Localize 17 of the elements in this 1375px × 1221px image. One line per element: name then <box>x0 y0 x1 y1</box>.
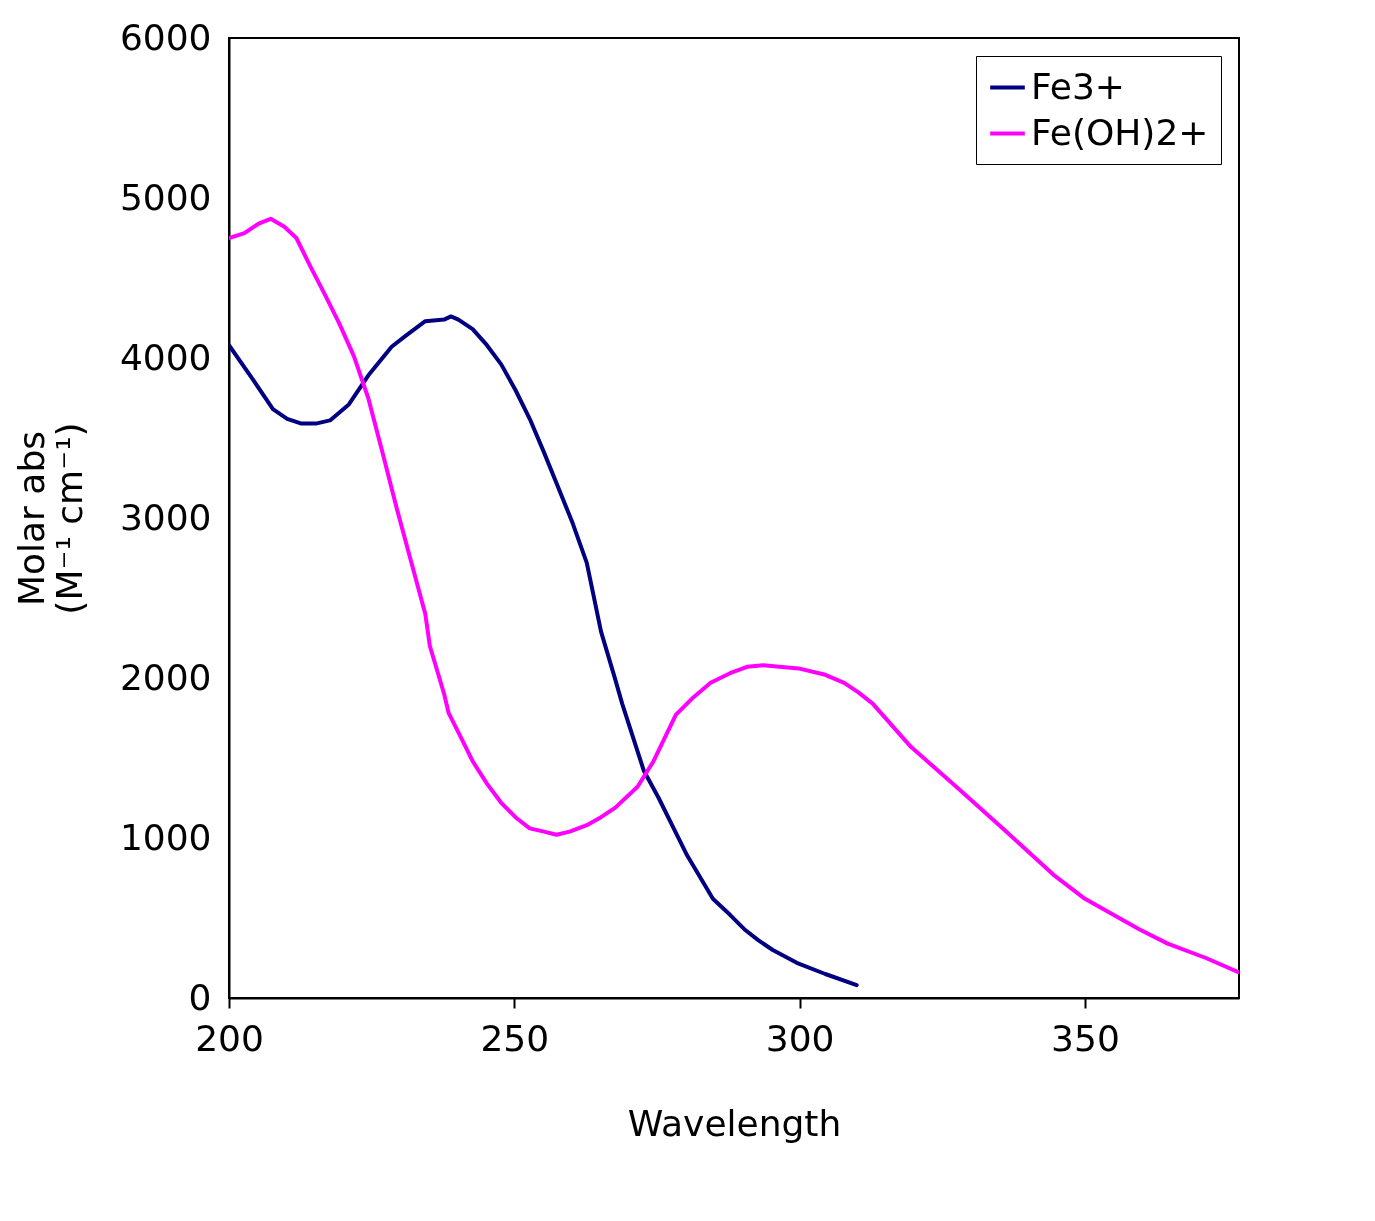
y-tick-label: 5000 <box>119 176 212 218</box>
y-axis-title: Molar abs (M⁻¹ cm⁻¹) <box>10 422 90 615</box>
x-tick-label: 350 <box>1051 1017 1120 1059</box>
y-tick-label: 4000 <box>119 336 212 378</box>
line-series <box>229 216 1239 975</box>
x-tick-label: 200 <box>195 1017 264 1059</box>
y-tick-label: 3000 <box>119 496 212 538</box>
legend-label: Fe(OH)2+ <box>1031 111 1209 153</box>
y-tick-label: 6000 <box>119 16 212 58</box>
y-tick-label: 1000 <box>119 816 212 858</box>
x-axis-title: Wavelength <box>627 1102 842 1144</box>
y-tick-label: 2000 <box>119 656 212 698</box>
line-series <box>229 314 859 988</box>
y-tick-label: 0 <box>188 976 212 1018</box>
x-tick-label: 300 <box>765 1017 835 1059</box>
legend-label: Fe3+ <box>1031 65 1125 107</box>
x-tick-label: 250 <box>480 1017 550 1059</box>
